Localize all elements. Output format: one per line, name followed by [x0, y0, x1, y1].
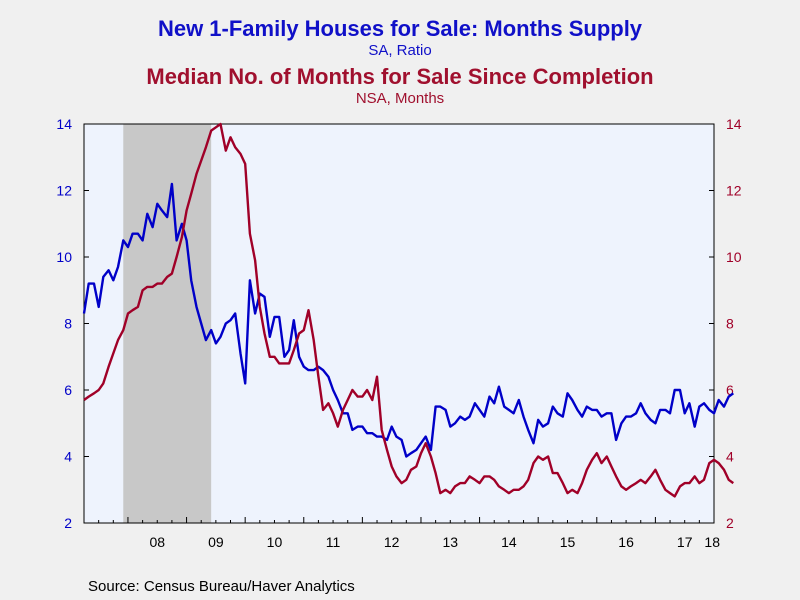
series-median-months-line — [83, 122, 734, 498]
x-tick-label: 11 — [326, 534, 341, 550]
right-y-tick-label: 10 — [726, 249, 742, 265]
chart-subtitle-series2: NSA, Months — [355, 90, 445, 107]
chart-subtitle-series1: SA, Ratio — [368, 42, 432, 59]
x-tick-label: 09 — [208, 534, 224, 550]
right-y-tick-label: 12 — [726, 183, 742, 199]
x-tick-label: 08 — [149, 534, 165, 550]
x-tick-label: 12 — [384, 534, 400, 550]
right-y-tick-label: 4 — [726, 449, 734, 465]
left-y-tick-label: 14 — [56, 116, 72, 132]
right-y-tick-label: 6 — [726, 382, 734, 398]
x-tick-label: 15 — [560, 534, 576, 550]
left-y-tick-label: 8 — [64, 316, 72, 332]
left-y-tick-label: 2 — [64, 515, 72, 531]
x-tick-label: 17 — [677, 534, 693, 550]
right-y-tick-label: 2 — [726, 515, 734, 531]
right-y-tick-label: 14 — [726, 116, 742, 132]
left-y-tick-label: 4 — [64, 449, 72, 465]
x-tick-label: 13 — [442, 534, 458, 550]
recession-shading — [123, 124, 212, 523]
left-y-tick-label: 12 — [56, 183, 72, 199]
x-tick-label: 16 — [618, 534, 634, 550]
chart-title-series2: Median No. of Months for Sale Since Comp… — [146, 64, 654, 89]
x-tick-label: 18 — [704, 534, 720, 550]
left-y-tick-label: 10 — [56, 249, 72, 265]
chart-title-series1: New 1-Family Houses for Sale: Months Sup… — [157, 16, 643, 41]
right-y-tick-label: 8 — [726, 316, 734, 332]
left-y-tick-label: 6 — [64, 382, 72, 398]
series-months-supply-line — [82, 182, 734, 458]
x-tick-label: 14 — [501, 534, 517, 550]
x-tick-label: 10 — [267, 534, 283, 550]
source-note: Source: Census Bureau/Haver Analytics — [88, 578, 355, 595]
